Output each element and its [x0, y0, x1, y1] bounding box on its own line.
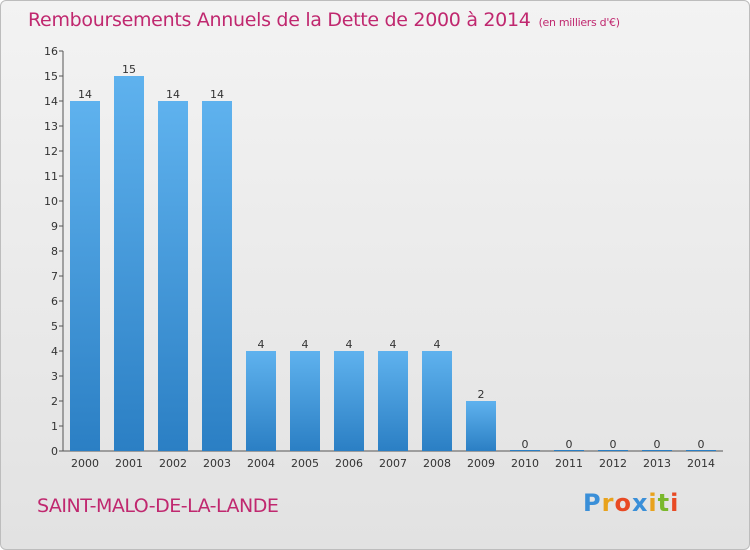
- x-tick-label: 2003: [203, 457, 231, 470]
- logo-letter: o: [614, 489, 632, 517]
- data-label: 0: [610, 438, 617, 451]
- data-label: 4: [390, 338, 397, 351]
- data-label: 2: [478, 388, 485, 401]
- data-label: 4: [258, 338, 265, 351]
- y-tick-label: 6: [51, 295, 58, 308]
- x-tick-label: 2000: [71, 457, 99, 470]
- bar: [158, 101, 188, 451]
- x-tick-label: 2014: [687, 457, 715, 470]
- logo-letter: i: [670, 489, 680, 517]
- y-tick-label: 7: [51, 270, 58, 283]
- proxiti-logo: Proxiti: [583, 489, 679, 517]
- logo-letter: i: [648, 489, 658, 517]
- y-tick-label: 16: [44, 45, 58, 58]
- x-tick-label: 2002: [159, 457, 187, 470]
- bar-chart: 0123456789101112131415161420001520011420…: [44, 45, 723, 470]
- y-tick-label: 3: [51, 370, 58, 383]
- y-tick-label: 15: [44, 70, 58, 83]
- data-label: 4: [346, 338, 353, 351]
- y-tick-label: 14: [44, 95, 58, 108]
- data-label: 15: [122, 63, 136, 76]
- data-label: 14: [210, 88, 224, 101]
- bar: [422, 351, 452, 451]
- data-label: 14: [78, 88, 92, 101]
- y-tick-label: 9: [51, 220, 58, 233]
- y-tick-label: 5: [51, 320, 58, 333]
- data-label: 4: [302, 338, 309, 351]
- y-tick-label: 11: [44, 170, 58, 183]
- y-tick-label: 0: [51, 445, 58, 458]
- x-tick-label: 2006: [335, 457, 363, 470]
- bar: [290, 351, 320, 451]
- unit-note: (en milliers d'€): [538, 16, 620, 29]
- x-tick-label: 2010: [511, 457, 539, 470]
- commune-name: SAINT-MALO-DE-LA-LANDE: [37, 495, 279, 517]
- data-label: 0: [522, 438, 529, 451]
- x-tick-label: 2012: [599, 457, 627, 470]
- y-tick-label: 13: [44, 120, 58, 133]
- x-tick-label: 2008: [423, 457, 451, 470]
- data-label: 4: [434, 338, 441, 351]
- y-tick-label: 2: [51, 395, 58, 408]
- chart-title: Remboursements Annuels de la Dette de 20…: [28, 9, 620, 31]
- logo-letter: t: [657, 489, 671, 517]
- x-tick-label: 2013: [643, 457, 671, 470]
- data-label: 14: [166, 88, 180, 101]
- x-tick-label: 2011: [555, 457, 583, 470]
- bar: [70, 101, 100, 451]
- data-label: 0: [654, 438, 661, 451]
- logo-letter: x: [631, 489, 649, 517]
- data-label: 0: [698, 438, 705, 451]
- bar: [334, 351, 364, 451]
- bar: [114, 76, 144, 451]
- y-tick-label: 1: [51, 420, 58, 433]
- x-tick-label: 2005: [291, 457, 319, 470]
- logo-letter: P: [583, 489, 602, 517]
- y-tick-label: 8: [51, 245, 58, 258]
- bar: [378, 351, 408, 451]
- y-tick-label: 4: [51, 345, 58, 358]
- data-label: 0: [566, 438, 573, 451]
- y-tick-label: 10: [44, 195, 58, 208]
- x-tick-label: 2004: [247, 457, 275, 470]
- logo-letter: r: [601, 489, 615, 517]
- x-tick-label: 2009: [467, 457, 495, 470]
- chart-title-text: Remboursements Annuels de la Dette de 20…: [28, 9, 531, 31]
- x-tick-label: 2007: [379, 457, 407, 470]
- bar: [202, 101, 232, 451]
- y-tick-label: 12: [44, 145, 58, 158]
- bar: [466, 401, 496, 451]
- bar: [246, 351, 276, 451]
- x-tick-label: 2001: [115, 457, 143, 470]
